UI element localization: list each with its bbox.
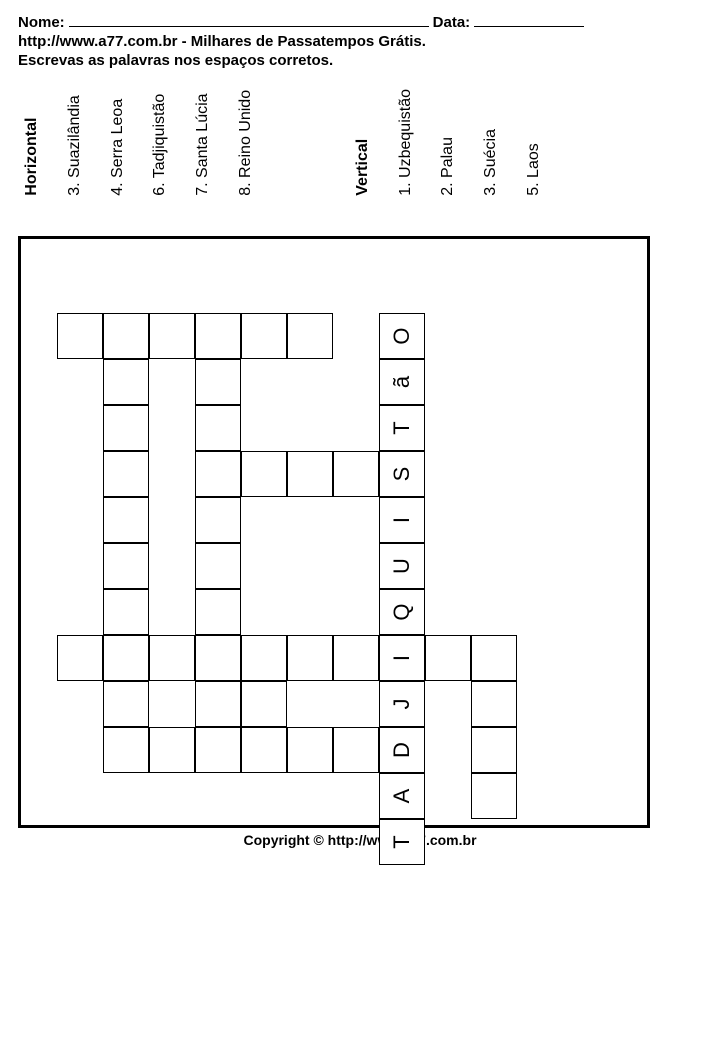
crossword-cell[interactable] [103,313,149,359]
data-label: Data: [433,14,471,31]
puzzle: OãTSIUQIJDAT http://www.a77.com.br [18,236,702,828]
crossword-grid: OãTSIUQIJDAT [18,236,650,828]
crossword-cell[interactable] [103,497,149,543]
h-clue-3: 7. Santa Lúcia [189,89,218,196]
copyright: Copyright © http://www.a77.com.br [18,832,702,848]
h-clue-4: 8. Reino Unido [232,89,261,196]
crossword-cell[interactable] [241,635,287,681]
crossword-cell[interactable] [103,543,149,589]
crossword-cell[interactable] [241,681,287,727]
filled-letter: I [379,497,425,543]
crossword-cell[interactable] [241,727,287,773]
crossword-cell[interactable] [195,405,241,451]
crossword-cell[interactable] [471,681,517,727]
crossword-cell[interactable] [195,451,241,497]
url-line: http://www.a77.com.br - Milhares de Pass… [18,33,702,50]
crossword-cell[interactable] [333,727,379,773]
h-clue-2: 6. Tadjiquistão [146,89,175,196]
crossword-cell[interactable] [103,589,149,635]
crossword-cell[interactable] [195,635,241,681]
crossword-cell[interactable] [195,681,241,727]
crossword-cell[interactable] [103,451,149,497]
crossword-cell[interactable] [471,635,517,681]
crossword-cell[interactable] [287,451,333,497]
filled-letter: J [379,681,425,727]
crossword-cell[interactable] [149,313,195,359]
v-clue-0: 1. Uzbequistão [392,89,421,196]
crossword-cell[interactable] [149,727,195,773]
crossword-cell[interactable] [57,635,103,681]
nome-line [69,12,429,27]
v-clue-3: 5. Laos [520,89,549,196]
crossword-cell[interactable] [287,727,333,773]
crossword-cell[interactable] [103,635,149,681]
filled-letter: D [379,727,425,773]
filled-letter: I [379,635,425,681]
clues: Horizontal 3. Suazilândia 4. Serra Leoa … [18,89,702,196]
horizontal-title: Horizontal [18,89,47,196]
crossword-cell[interactable] [287,313,333,359]
filled-letter: O [379,313,425,359]
data-line [474,12,584,27]
crossword-cell[interactable] [333,451,379,497]
nome-label: Nome: [18,14,65,31]
crossword-cell[interactable] [103,681,149,727]
crossword-cell[interactable] [471,773,517,819]
v-clue-2: 3. Suécia [477,89,506,196]
crossword-cell[interactable] [241,313,287,359]
crossword-cell[interactable] [195,497,241,543]
crossword-cell[interactable] [425,635,471,681]
header: Nome: Data: [18,12,702,31]
crossword-cell[interactable] [195,359,241,405]
vertical-title: Vertical [349,89,378,196]
h-clue-0: 3. Suazilândia [61,89,90,196]
crossword-cell[interactable] [149,635,195,681]
crossword-cell[interactable] [195,589,241,635]
instruction: Escrevas as palavras nos espaços correto… [18,52,702,69]
crossword-cell[interactable] [471,727,517,773]
crossword-cell[interactable] [333,635,379,681]
filled-letter: Q [379,589,425,635]
crossword-cell[interactable] [195,543,241,589]
crossword-cell[interactable] [287,635,333,681]
crossword-cell[interactable] [103,405,149,451]
h-clue-1: 4. Serra Leoa [104,89,133,196]
crossword-cell[interactable] [195,727,241,773]
crossword-cell[interactable] [195,313,241,359]
filled-letter: ã [379,359,425,405]
crossword-cell[interactable] [103,359,149,405]
clue-spacer [275,89,335,196]
filled-letter: T [379,405,425,451]
crossword-cell[interactable] [103,727,149,773]
filled-letter: S [379,451,425,497]
v-clue-1: 2. Palau [434,89,463,196]
filled-letter: A [379,773,425,819]
crossword-cell[interactable] [241,451,287,497]
filled-letter: T [379,819,425,865]
filled-letter: U [379,543,425,589]
crossword-cell[interactable] [57,313,103,359]
